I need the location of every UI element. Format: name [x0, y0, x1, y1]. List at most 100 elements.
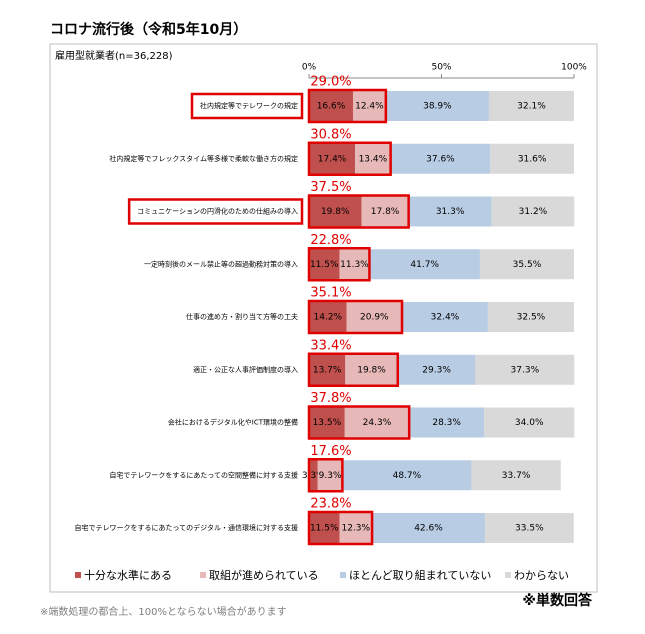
note: ※単数回答	[522, 592, 593, 609]
bar-segment	[309, 249, 340, 280]
value-label: 48.7%	[393, 471, 422, 481]
value-label: 28.3%	[432, 418, 461, 428]
bar-segment	[487, 302, 574, 332]
total-label: 33.4%	[310, 338, 351, 353]
bar-segment	[342, 460, 472, 491]
value-label: 12.3%	[341, 524, 370, 534]
value-label: 29.3%	[422, 365, 451, 375]
highlight-box	[127, 198, 304, 225]
legend-label: 取組が進められている	[209, 568, 319, 582]
highlight-box	[307, 510, 374, 546]
total-label: 23.8%	[310, 497, 351, 512]
legend-label: わからない	[514, 569, 569, 582]
highlight-box	[307, 352, 400, 387]
value-label: 9.3%	[319, 471, 342, 481]
bar-segment	[345, 354, 398, 385]
bar-segment	[402, 302, 488, 332]
bar-segment	[369, 249, 480, 280]
value-label: 41.7%	[410, 260, 439, 270]
category-label: コミュニケーションの円滑化のための仕組みの導入	[137, 207, 298, 216]
total-label: 22.8%	[310, 233, 351, 248]
bar-segment	[479, 249, 574, 280]
x-tick-label: 0%	[302, 63, 317, 73]
value-label: 19.8%	[321, 207, 350, 217]
x-tick-label: 50%	[431, 63, 451, 73]
chart-title: コロナ流行後（令和5年10月）	[50, 21, 247, 38]
bar-segment	[309, 407, 345, 438]
total-label: 37.8%	[310, 391, 351, 406]
value-label: 31.3%	[436, 207, 465, 217]
legend-label: 十分な水準にある	[84, 568, 172, 582]
category-label: 仕事の進め方・割り当て方等の工夫	[186, 312, 298, 321]
bar-segment	[471, 460, 561, 491]
value-label: 17.8%	[371, 207, 400, 217]
category-label: 適正・公正な人事評価制度の導入	[193, 365, 298, 374]
highlight-box	[307, 458, 344, 493]
legend-swatch	[75, 572, 81, 578]
legend-swatch	[200, 572, 206, 578]
total-label: 35.1%	[310, 286, 351, 301]
footnote: ※端数処理の都合上、100%とならない場合があります	[40, 605, 287, 618]
value-label: 24.3%	[363, 418, 392, 428]
category-label: 一定時刻後のメール禁止等の超過勤務対策の導入	[144, 259, 298, 268]
value-label: 19.8%	[357, 365, 386, 375]
bar-segment	[352, 91, 386, 121]
value-label: 31.6%	[518, 154, 547, 164]
category-label: 社内規定等でフレックスタイム等多様で柔軟な働き方の規定	[109, 154, 298, 163]
value-label: 11.3%	[340, 260, 369, 270]
legend-label: ほとんど取り組まれていない	[349, 569, 491, 582]
bar-segment	[309, 460, 318, 491]
value-label: 33.7%	[502, 471, 531, 481]
value-label: 35.5%	[513, 260, 542, 270]
value-label: 3.3%	[302, 471, 325, 481]
category-label: 自宅でテレワークをするにあたってのデジタル・通信環境に対する支援	[74, 523, 298, 532]
highlight-box	[307, 141, 392, 176]
bar-segment	[490, 143, 574, 174]
bar-segment	[390, 143, 491, 174]
bar-segment	[491, 196, 575, 227]
bar-segment	[309, 513, 340, 543]
bar-segment	[408, 196, 492, 227]
highlight-box	[307, 194, 410, 229]
bar-segment	[355, 143, 391, 174]
legend-swatch	[340, 572, 346, 578]
value-label: 34.0%	[515, 418, 544, 428]
bar-segment	[484, 407, 575, 438]
value-label: 14.2%	[314, 313, 343, 323]
legend-swatch	[505, 572, 511, 578]
bar-segment	[309, 196, 362, 227]
highlight-box	[307, 405, 411, 440]
value-label: 32.4%	[431, 313, 460, 323]
bar-segment	[309, 91, 353, 121]
value-label: 16.6%	[317, 102, 346, 112]
chart-frame	[49, 43, 598, 593]
chart-subtitle: 雇用型就業者(n=36,228)	[55, 49, 173, 62]
value-label: 32.5%	[517, 313, 546, 323]
bar-segment	[385, 91, 489, 121]
bar-segment	[309, 354, 346, 385]
bar-segment	[309, 302, 347, 332]
highlight-box	[307, 299, 404, 335]
bar-segment	[484, 513, 574, 543]
value-label: 13.4%	[359, 154, 388, 164]
total-label: 37.5%	[310, 180, 351, 195]
highlight-box	[190, 92, 304, 120]
bar-segment	[409, 407, 485, 438]
category-label: 社内規定等でテレワークの規定	[200, 101, 298, 110]
bar-segment	[339, 249, 370, 280]
value-label: 13.7%	[313, 365, 342, 375]
value-label: 17.4%	[318, 154, 347, 164]
bar-segment	[361, 196, 409, 227]
value-label: 38.9%	[423, 102, 452, 112]
highlight-box	[307, 88, 388, 124]
value-label: 32.1%	[517, 102, 546, 112]
bar-segment	[346, 302, 403, 332]
bar-segment	[488, 91, 574, 121]
bar-segment	[475, 354, 575, 385]
bar-segment	[372, 513, 485, 543]
value-label: 13.5%	[313, 418, 342, 428]
highlight-box	[307, 247, 371, 282]
value-label: 42.6%	[414, 524, 443, 534]
value-label: 20.9%	[360, 313, 389, 323]
